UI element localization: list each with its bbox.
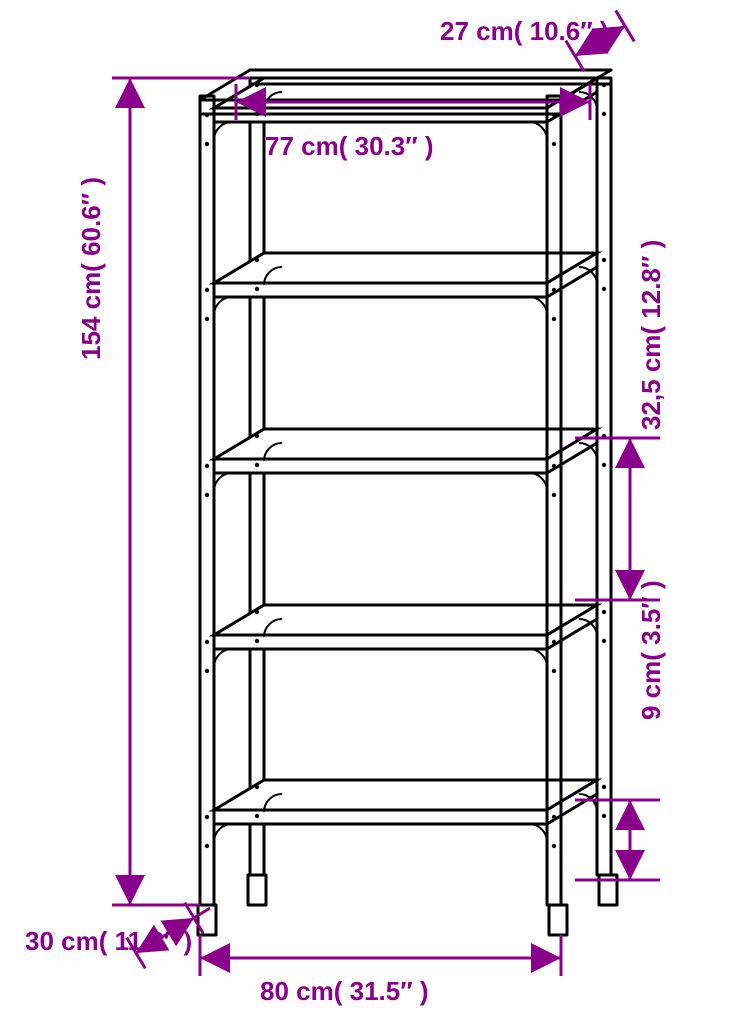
dimension-labels: 27 cm( 10.6″ ) 77 cm( 30.3″ ) 30 cm( 11.8″… [25, 16, 666, 1006]
dimension-diagram: 27 cm( 10.6″ ) 77 cm( 30.3″ ) 30 cm( 11.8″… [0, 0, 747, 1013]
dim-label-width_outer: 80 cm( 31.5″ ) [260, 976, 429, 1006]
dim-label-width_inner: 77 cm( 30.3″ ) [265, 131, 434, 161]
bookcase [198, 70, 617, 935]
dim-label-shelf_gap_l: 32,5 cm( 12.8″ ) [636, 240, 666, 430]
dim-label-height_l1: 154 cm( 60.6″ ) [76, 177, 106, 360]
dim-label-depth_top: 27 cm( 10.6″ ) [440, 16, 609, 46]
dim-label-depth_bot: 30 cm( 11.8″ ) [25, 926, 192, 956]
dim-label-clearance_l: 9 cm( 3.5″ ) [636, 580, 666, 720]
